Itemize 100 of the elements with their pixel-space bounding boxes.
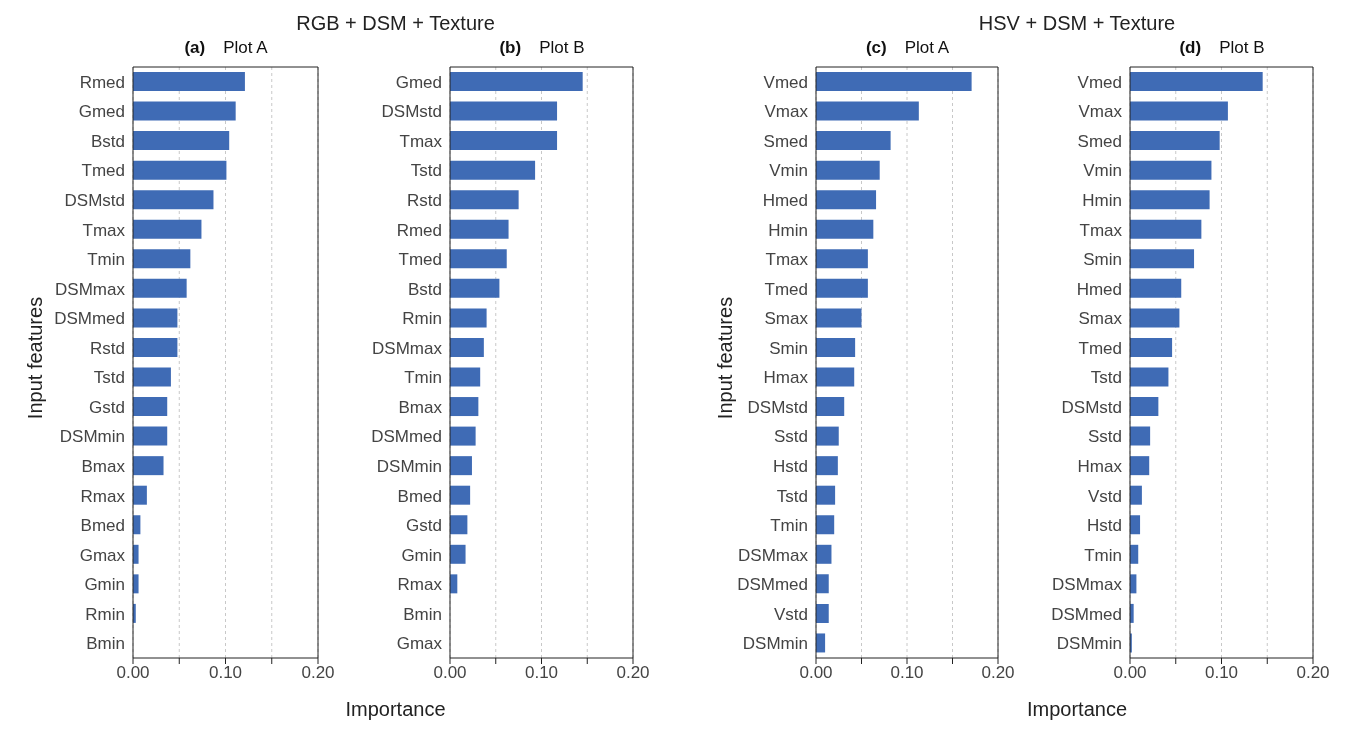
y-tick-label: Rmed [79,72,125,92]
y-tick-label: Tmin [770,516,808,536]
y-tick-label: Tstd [93,368,125,388]
text: Plot A [223,38,268,57]
y-tick-label: Smax [1078,309,1123,329]
x-tick-label: 0.00 [799,663,833,683]
y-tick-label: Tstd [410,161,442,181]
y-tick-label: Tmin [404,368,442,388]
y-tick-label: Gmed [395,72,442,92]
y-tick-label: Gmax [79,545,126,565]
y-tick-label: Smax [764,309,809,329]
y-axis-title: Input features [24,296,47,420]
text: Plot B [539,38,585,57]
y-tick-label: Vmed [763,72,808,92]
x-tick-label: 0.20 [1296,663,1330,683]
chart-subtitle: (d) [1179,38,1202,57]
x-tick-label: 0.10 [1204,663,1239,683]
y-tick-label: Gmax [396,634,443,654]
x-axis-title: Importance [344,698,447,721]
y-tick-label: Tmin [87,250,125,270]
x-tick-label: 0.10 [208,663,243,683]
y-tick-label: DSMstd [64,191,125,211]
y-tick-label: Tmax [82,220,126,240]
y-tick-label: DSMmin [1056,634,1122,654]
y-tick-label: Bstd [90,131,125,151]
y-tick-label: Tmed [398,250,442,270]
y-tick-label: Tmin [1084,545,1122,565]
y-tick-label: Gstd [406,516,442,536]
y-tick-label: Smed [763,131,808,151]
y-tick-label: Bmax [81,456,126,476]
x-tick-label: 0.10 [890,663,924,683]
y-tick-label: DSMstd [747,397,808,417]
y-tick-label: Bmed [397,486,442,506]
y-tick-label: Sstd [1087,427,1122,447]
y-tick-label: DSMmax [372,338,443,358]
y-tick-label: Rmin [85,604,125,624]
y-tick-label: Hstd [1087,516,1122,536]
y-tick-label: Gstd [89,397,125,417]
text: Plot B [1219,38,1265,57]
y-tick-label: Tstd [1090,368,1122,388]
y-tick-label: DSMmax [1052,575,1123,595]
chart-subtitle: (a) [184,38,206,57]
y-tick-label: DSMmin [376,456,442,476]
y-tick-label: Tmed [1078,338,1122,358]
chart-subtitle: (c) [865,38,887,57]
y-tick-label: DSMmed [371,427,442,447]
y-tick-label: Tstd [776,486,808,506]
y-tick-label: DSMmed [1051,604,1122,624]
y-tick-label: Rstd [90,338,125,358]
y-tick-label: Rmax [80,486,126,506]
y-tick-label: Rmax [397,575,443,595]
y-tick-label: Gmin [401,545,442,565]
y-tick-label: Tmax [1079,220,1123,240]
y-tick-label: DSMstd [1061,397,1122,417]
x-tick-label: 0.00 [1113,663,1147,683]
x-tick-label: 0.00 [116,663,150,683]
y-tick-label: Tmax [399,131,443,151]
y-tick-label: Tmed [764,279,808,299]
y-tick-label: DSMmax [55,279,126,299]
y-tick-label: Bstd [407,279,442,299]
y-tick-label: Vstd [773,604,808,624]
y-tick-label: Bmin [403,604,442,624]
x-axis-title: Importance [1025,698,1129,721]
text: RGB + DSM + Texture [295,12,496,35]
y-tick-label: DSMmed [54,309,125,329]
x-tick-label: 0.10 [524,663,559,683]
y-tick-label: Bmed [80,516,125,536]
y-tick-label: DSMmin [742,634,808,654]
y-tick-label: Smin [1083,250,1122,270]
x-tick-label: 0.00 [433,663,467,683]
text: HSV + DSM + Texture [977,12,1177,35]
text: Plot A [904,38,950,57]
x-tick-label: 0.20 [616,663,650,683]
x-tick-label: 0.20 [981,663,1015,683]
y-tick-label: Hstd [773,456,808,476]
y-tick-label: Hmax [763,368,809,388]
y-axis-title: Input features [714,296,737,420]
y-tick-label: Bmax [398,397,443,417]
y-tick-label: Tmax [765,250,809,270]
chart-subtitle: (b) [499,38,522,57]
y-tick-label: Smed [1077,131,1122,151]
x-tick-label: 0.20 [301,663,335,683]
y-tick-label: Bmin [86,634,125,654]
y-tick-label: DSMmax [738,545,809,565]
y-tick-label: Tmed [81,161,125,181]
y-tick-label: Vmin [1083,161,1122,181]
y-tick-label: Hmed [762,191,808,211]
y-tick-label: Vmax [1078,102,1123,122]
y-tick-label: Gmin [84,575,125,595]
y-tick-label: Vstd [1087,486,1122,506]
y-tick-label: Hmin [768,220,808,240]
y-tick-label: DSMmed [737,575,808,595]
y-tick-label: Hmin [1082,191,1122,211]
y-tick-label: DSMmin [59,427,125,447]
y-tick-label: Vmin [769,161,808,181]
y-tick-label: Hmed [1076,279,1122,299]
y-tick-label: Vmax [764,102,809,122]
y-tick-label: DSMstd [381,102,442,122]
y-tick-label: Smin [769,338,808,358]
y-tick-label: Gmed [78,102,125,122]
